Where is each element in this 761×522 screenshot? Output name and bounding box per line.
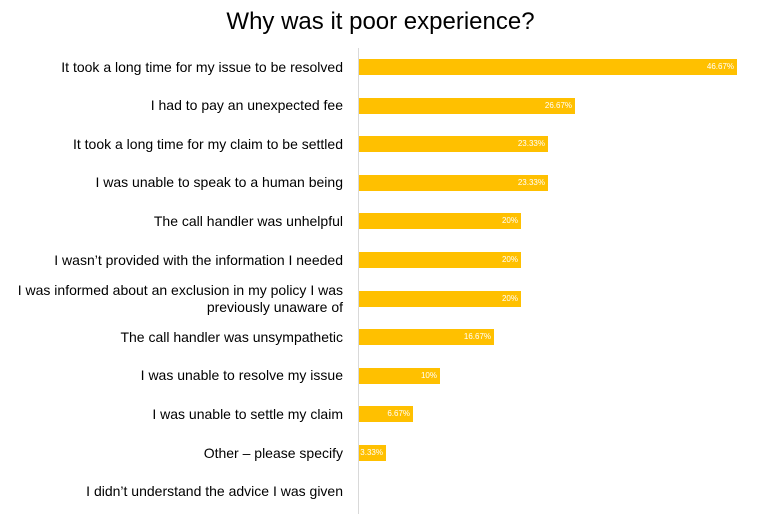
bar	[359, 97, 576, 114]
category-label: I was unable to speak to a human being	[95, 174, 343, 191]
bar	[359, 252, 521, 268]
category-label: I wasn’t provided with the information I…	[54, 251, 343, 268]
value-label: 26.67%	[544, 100, 573, 110]
category-label: It took a long time for my claim to be s…	[72, 135, 343, 152]
category-label: I was unable to settle my claim	[152, 405, 343, 422]
value-label: 46.67%	[706, 62, 735, 71]
bar	[359, 59, 738, 75]
bar	[359, 367, 440, 384]
value-label: 3.33%	[360, 448, 383, 457]
bar	[359, 329, 495, 346]
category-label: Other – please specify	[203, 444, 343, 461]
value-label: 23.33%	[517, 139, 545, 149]
bar	[359, 213, 521, 230]
value-label: 10%	[420, 370, 437, 380]
category-label: I didn’t understand the advice I was giv…	[86, 483, 343, 500]
category-label: I was unable to resolve my issue	[140, 367, 343, 384]
value-label: 20%	[501, 293, 518, 303]
value-label: 16.67%	[463, 332, 492, 342]
category-label: The call handler was unsympathetic	[120, 328, 343, 345]
chart-title: Why was it poor experience?	[226, 8, 535, 35]
category-label: I had to pay an unexpected fee	[150, 97, 343, 114]
bar	[359, 136, 548, 153]
bar	[359, 290, 521, 307]
bar	[359, 445, 386, 461]
category-label: I was informed about an exclusion in my …	[17, 281, 343, 315]
axis-line	[358, 48, 359, 514]
category-label: It took a long time for my issue to be r…	[61, 58, 343, 75]
value-label: 20%	[501, 216, 518, 226]
bar	[359, 406, 414, 423]
bar	[359, 174, 548, 191]
value-label: 20%	[501, 255, 518, 264]
category-label: The call handler was unhelpful	[153, 212, 343, 229]
value-label: 6.67%	[387, 409, 411, 419]
value-label: 23.33%	[517, 177, 545, 187]
